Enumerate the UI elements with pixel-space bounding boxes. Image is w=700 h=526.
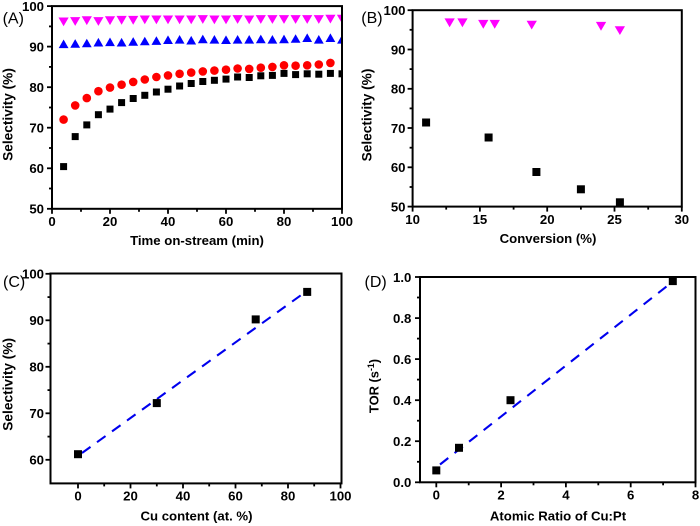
svg-text:60: 60 — [29, 453, 44, 468]
svg-text:10: 10 — [405, 212, 420, 227]
svg-text:0.8: 0.8 — [393, 311, 411, 326]
svg-text:20: 20 — [103, 214, 118, 229]
svg-text:8: 8 — [692, 488, 699, 503]
svg-text:30: 30 — [674, 212, 689, 227]
svg-text:100: 100 — [331, 214, 353, 229]
svg-text:Time on-stream (min): Time on-stream (min) — [130, 233, 264, 248]
svg-text:TOR (s-1): TOR (s-1) — [366, 359, 382, 413]
svg-text:(C): (C) — [3, 274, 25, 291]
svg-text:100: 100 — [22, 0, 44, 14]
svg-text:Atomic Ratio of Cu:Pt: Atomic Ratio of Cu:Pt — [490, 509, 627, 524]
svg-text:0.0: 0.0 — [393, 475, 411, 490]
svg-text:40: 40 — [176, 489, 191, 504]
svg-text:100: 100 — [383, 3, 405, 18]
svg-text:90: 90 — [391, 42, 406, 57]
svg-text:50: 50 — [391, 199, 406, 214]
svg-text:6: 6 — [627, 488, 634, 503]
svg-text:80: 80 — [29, 80, 44, 95]
svg-text:60: 60 — [29, 161, 44, 176]
svg-text:100: 100 — [329, 489, 351, 504]
svg-text:(A): (A) — [3, 10, 24, 27]
svg-text:20: 20 — [540, 212, 555, 227]
svg-text:70: 70 — [391, 121, 406, 136]
svg-text:0.2: 0.2 — [393, 434, 411, 449]
svg-text:20: 20 — [123, 489, 138, 504]
svg-text:50: 50 — [29, 202, 44, 217]
svg-text:0.6: 0.6 — [393, 352, 411, 367]
svg-text:2: 2 — [497, 488, 504, 503]
svg-text:80: 80 — [391, 82, 406, 97]
svg-text:4: 4 — [562, 488, 570, 503]
svg-text:70: 70 — [29, 121, 44, 136]
svg-text:0: 0 — [48, 214, 55, 229]
svg-text:Selectivity (%): Selectivity (%) — [1, 68, 16, 161]
svg-text:0: 0 — [74, 489, 81, 504]
svg-text:100: 100 — [22, 267, 44, 282]
svg-text:Conversion (%): Conversion (%) — [500, 231, 597, 246]
svg-text:Cu content (at. %): Cu content (at. %) — [140, 509, 252, 524]
svg-text:25: 25 — [607, 212, 622, 227]
svg-text:15: 15 — [473, 212, 488, 227]
svg-text:Selectivity (%): Selectivity (%) — [1, 338, 16, 431]
svg-text:40: 40 — [161, 214, 176, 229]
svg-text:60: 60 — [219, 214, 234, 229]
svg-text:90: 90 — [29, 313, 44, 328]
svg-text:80: 80 — [29, 360, 44, 375]
svg-text:80: 80 — [277, 214, 292, 229]
svg-text:1.0: 1.0 — [393, 270, 411, 285]
svg-text:60: 60 — [391, 160, 406, 175]
svg-text:70: 70 — [29, 406, 44, 421]
svg-text:(B): (B) — [361, 10, 382, 27]
svg-text:(D): (D) — [365, 274, 387, 291]
svg-text:80: 80 — [281, 489, 296, 504]
svg-text:0: 0 — [433, 488, 440, 503]
svg-text:0.4: 0.4 — [393, 393, 412, 408]
svg-text:90: 90 — [29, 39, 44, 54]
svg-text:Selectivity (%): Selectivity (%) — [360, 69, 375, 162]
svg-text:60: 60 — [228, 489, 243, 504]
